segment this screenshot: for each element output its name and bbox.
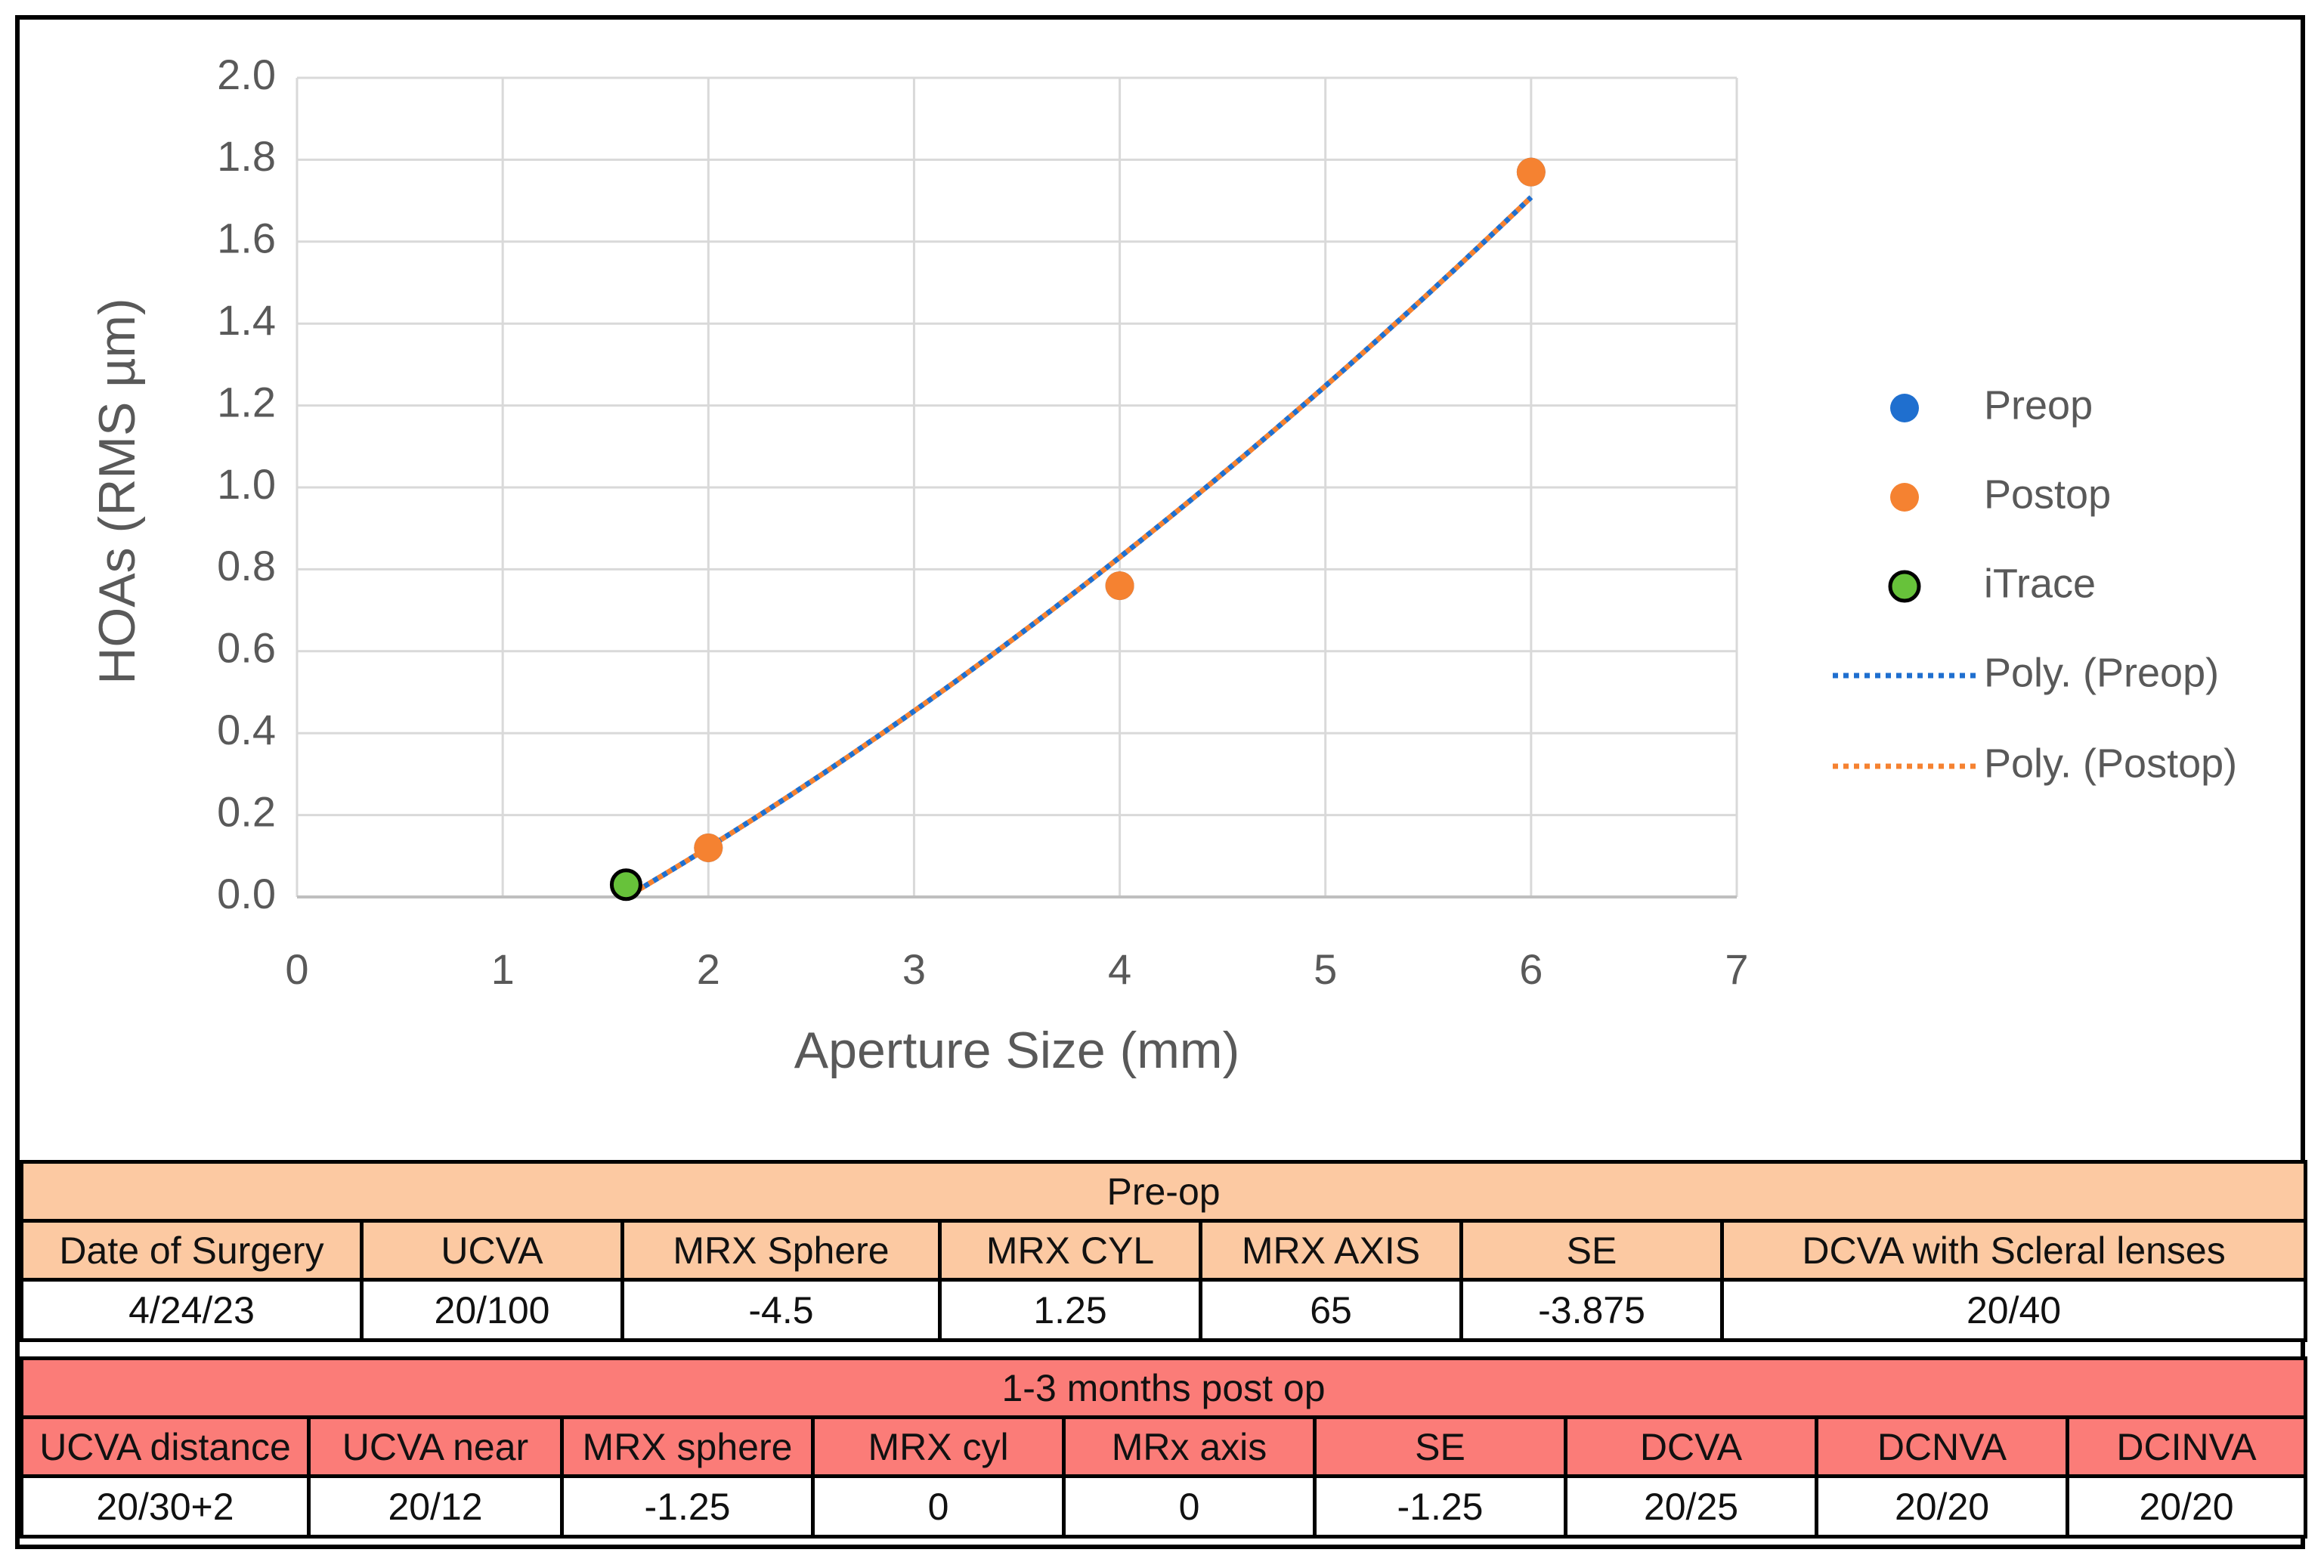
preop-value-mrx-sphere: -4.5	[620, 1278, 942, 1342]
preop-header-mrx-cyl: MRX CYL	[938, 1219, 1202, 1282]
x-tick-label: 2	[697, 945, 720, 993]
postop-point	[694, 833, 723, 862]
postop-header-mrx-cyl: MRX cyl	[811, 1415, 1066, 1478]
postop-header-dcva: DCVA	[1564, 1415, 1818, 1478]
postop-header-dcinva: DCINVA	[2065, 1415, 2308, 1478]
y-tick-label: 1.4	[217, 296, 276, 344]
y-tick-label: 1.8	[217, 132, 276, 180]
y-tick-label: 1.2	[217, 378, 276, 425]
y-tick-label: 0.2	[217, 787, 276, 835]
postop-header-ucva-distance: UCVA distance	[20, 1415, 311, 1478]
y-tick-label: 0.4	[217, 706, 276, 753]
y-tick-label: 0.6	[217, 624, 276, 672]
x-tick-label: 3	[902, 945, 926, 993]
y-tick-label: 0.0	[217, 870, 276, 917]
postop-value-se: -1.25	[1313, 1474, 1567, 1539]
legend-label-poly-postop: Poly. (Postop)	[1984, 741, 2237, 786]
preop-header-date: Date of Surgery	[20, 1219, 364, 1282]
postop-value-mrx-sphere: -1.25	[560, 1474, 815, 1539]
legend-marker-postop	[1890, 483, 1919, 512]
postop-value-dcnva: 20/20	[1815, 1474, 2069, 1539]
legend-marker-itrace	[1888, 570, 1921, 603]
legend-label-postop: Postop	[1984, 472, 2111, 517]
y-axis-title: HOAs (RMS µm)	[88, 298, 146, 684]
x-tick-label: 4	[1108, 945, 1131, 993]
postop-value-dcva: 20/25	[1564, 1474, 1818, 1539]
trendline-poly-preop-	[624, 195, 1533, 900]
postop-header-se: SE	[1313, 1415, 1567, 1478]
postop-point	[1105, 571, 1134, 601]
trendline-poly-postop-	[624, 195, 1533, 900]
preop-value-se: -3.875	[1459, 1278, 1724, 1342]
y-tick-label: 1.0	[217, 460, 276, 508]
postop-value-mrx-axis: 0	[1062, 1474, 1317, 1539]
x-tick-label: 5	[1314, 945, 1337, 993]
preop-title: Pre-op	[19, 1160, 2308, 1223]
postop-value-mrx-cyl: 0	[811, 1474, 1066, 1539]
postop-header-mrx-axis: MRx axis	[1062, 1415, 1317, 1478]
y-tick-label: 2.0	[217, 51, 276, 98]
preop-value-dcva: 20/40	[1719, 1278, 2308, 1342]
hoa-chart: 0.0 0.2 0.4 0.6 0.8 1.0 1.2 1.4 1.6 1.8 2.0 0 1 2 3 4 5 6…	[88, 51, 2237, 1079]
preop-header-dcva: DCVA with Scleral lenses	[1719, 1219, 2308, 1282]
x-tick-label: 7	[1725, 945, 1748, 993]
legend-marker-preop	[1890, 394, 1919, 422]
preop-value-date: 4/24/23	[20, 1278, 364, 1342]
y-tick-label: 0.8	[217, 542, 276, 589]
postop-value-ucva-near: 20/12	[307, 1474, 564, 1539]
preop-header-mrx-sphere: MRX Sphere	[620, 1219, 942, 1282]
postop-table: 1-3 months post op UCVA distance UCVA ne…	[19, 1356, 2308, 1539]
preop-value-ucva: 20/100	[360, 1278, 624, 1342]
postop-value-ucva-distance: 20/30+2	[20, 1474, 311, 1539]
preop-header-se: SE	[1459, 1219, 1724, 1282]
legend-label-preop: Preop	[1984, 382, 2093, 428]
x-tick-label: 6	[1519, 945, 1543, 993]
preop-value-mrx-axis: 65	[1199, 1278, 1463, 1342]
postop-header-dcnva: DCNVA	[1815, 1415, 2069, 1478]
preop-table: Pre-op Date of Surgery UCVA MRX Sphere M…	[19, 1160, 2308, 1342]
postop-title: 1-3 months post op	[19, 1356, 2308, 1419]
postop-header-mrx-sphere: MRX sphere	[560, 1415, 815, 1478]
x-tick-label: 0	[285, 945, 308, 993]
legend-label-poly-preop: Poly. (Preop)	[1984, 650, 2219, 695]
postop-point	[1516, 157, 1546, 187]
y-tick-label: 1.6	[217, 215, 276, 262]
preop-value-mrx-cyl: 1.25	[938, 1278, 1202, 1342]
x-axis-title: Aperture Size (mm)	[794, 1022, 1239, 1079]
legend-label-itrace: iTrace	[1984, 561, 2096, 606]
preop-header-mrx-axis: MRX AXIS	[1199, 1219, 1463, 1282]
preop-header-ucva: UCVA	[360, 1219, 624, 1282]
itrace-point	[609, 868, 642, 902]
x-tick-label: 1	[491, 945, 515, 993]
postop-header-ucva-near: UCVA near	[307, 1415, 564, 1478]
postop-value-dcinva: 20/20	[2065, 1474, 2308, 1539]
